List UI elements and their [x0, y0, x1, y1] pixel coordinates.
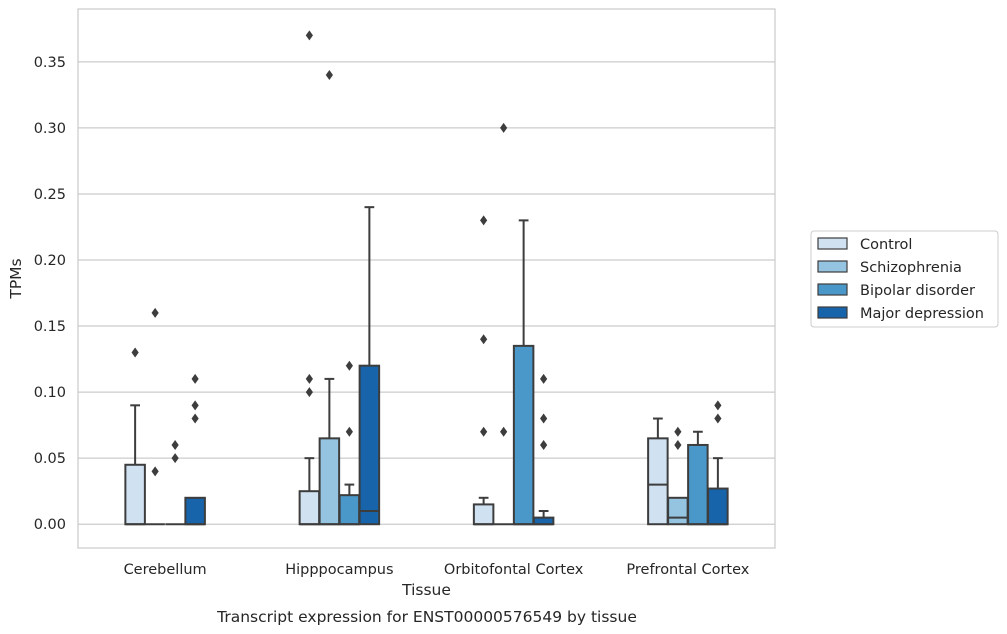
- outlier-point: [345, 426, 353, 437]
- outlier-point: [714, 413, 722, 424]
- box-control: [298, 30, 321, 526]
- box-major-depression: [358, 206, 381, 526]
- box-body: [338, 494, 361, 526]
- outlier-point: [674, 439, 682, 450]
- y-tick-label: 0.25: [34, 187, 66, 203]
- box-schizophrenia: [318, 70, 341, 526]
- box-body: [667, 496, 689, 526]
- outlier-point: [540, 373, 548, 384]
- x-tick-label: Orbitofontal Cortex: [444, 562, 584, 578]
- outlier-point: [674, 426, 682, 437]
- outlier-point: [714, 400, 722, 411]
- outlier-point: [325, 70, 333, 81]
- outlier-point: [191, 400, 199, 411]
- box-body: [687, 443, 709, 526]
- plot-frame: [77, 8, 776, 549]
- box-bipolar-disorder: [338, 360, 361, 526]
- legend-swatch: [817, 237, 848, 250]
- y-tick-label: 0.35: [34, 55, 66, 71]
- outlier-point: [191, 373, 199, 384]
- outlier-point: [151, 307, 159, 318]
- box-major-depression: [184, 373, 206, 526]
- y-axis-label: TPMs: [7, 258, 25, 299]
- x-axis-label: Tissue: [401, 581, 451, 599]
- box-body: [358, 364, 381, 526]
- outlier-point: [345, 360, 353, 371]
- legend-label: Schizophrenia: [860, 260, 962, 276]
- box-body: [298, 490, 321, 526]
- box-plot-marks: [124, 30, 729, 526]
- outlier-point: [171, 439, 179, 450]
- box-schizophrenia: [145, 307, 165, 526]
- box-body: [707, 487, 729, 526]
- grid-lines: [78, 61, 775, 525]
- outlier-point: [500, 426, 508, 437]
- box-bipolar-disorder: [165, 439, 185, 526]
- x-tick-label: Prefrontal Cortex: [626, 562, 749, 578]
- x-axis-ticks: Cerebellum Hipppocampus Orbitofontal Corte…: [124, 562, 750, 578]
- box-body: [647, 437, 669, 526]
- outlier-point: [500, 122, 508, 133]
- legend-swatch: [817, 260, 848, 273]
- box-bipolar-disorder: [687, 430, 709, 526]
- box-control: [472, 215, 495, 526]
- box-major-depression: [707, 400, 729, 526]
- y-tick-label: 0.05: [34, 451, 66, 467]
- legend-swatch: [817, 283, 848, 296]
- outlier-point: [151, 466, 159, 477]
- outlier-point: [540, 413, 548, 424]
- legend-label: Major depression: [860, 306, 984, 322]
- outlier-point: [305, 387, 313, 398]
- y-tick-label: 0.20: [34, 253, 66, 269]
- y-axis-ticks: 0.00 0.05 0.10 0.15 0.20 0.25 0.30 0.35: [34, 55, 66, 533]
- outlier-point: [305, 30, 313, 41]
- legend-label: Control: [860, 237, 912, 253]
- outlier-point: [305, 373, 313, 384]
- x-tick-label: Hipppocampus: [285, 562, 393, 578]
- box-schizophrenia: [667, 426, 689, 526]
- chart-caption: Transcript expression for ENST0000057654…: [216, 608, 637, 626]
- legend-frame: [810, 230, 999, 328]
- box-body: [472, 503, 495, 526]
- legend: Control Schizophrenia Bipolar disorder Majo…: [810, 230, 999, 328]
- legend-swatch: [817, 306, 848, 319]
- box-body: [318, 437, 341, 526]
- y-tick-label: 0.00: [34, 517, 66, 533]
- outlier-point: [480, 215, 488, 226]
- box-schizophrenia: [493, 122, 514, 526]
- outlier-point: [480, 426, 488, 437]
- outlier-point: [131, 347, 139, 358]
- box-control: [124, 347, 146, 526]
- outlier-point: [540, 439, 548, 450]
- box-bipolar-disorder: [512, 219, 535, 526]
- box-control: [647, 417, 669, 526]
- y-tick-label: 0.10: [34, 385, 66, 401]
- box-body: [124, 463, 146, 526]
- outlier-point: [480, 334, 488, 345]
- box-body: [184, 496, 206, 526]
- box-body: [512, 344, 535, 526]
- box-major-depression: [532, 373, 555, 526]
- outlier-point: [191, 413, 199, 424]
- legend-label: Bipolar disorder: [860, 283, 975, 299]
- x-tick-label: Cerebellum: [124, 562, 207, 578]
- outlier-point: [171, 453, 179, 464]
- y-tick-label: 0.15: [34, 319, 66, 335]
- y-tick-label: 0.30: [34, 121, 66, 137]
